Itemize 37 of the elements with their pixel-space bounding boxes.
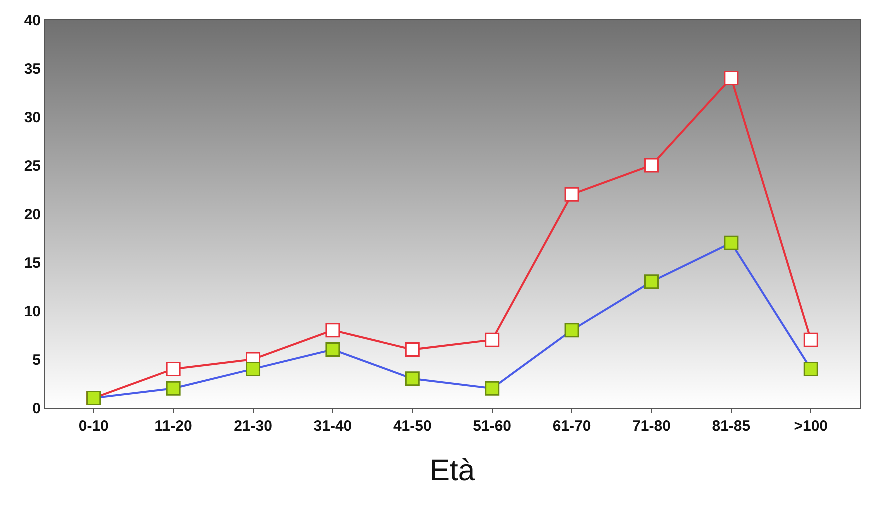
point bbox=[644, 158, 659, 173]
point bbox=[166, 381, 181, 396]
point bbox=[405, 372, 420, 386]
x-tick-label: 51-60 bbox=[473, 418, 512, 435]
y-tick-label: 35 bbox=[24, 60, 41, 78]
x-tick-label: 81-85 bbox=[712, 418, 751, 435]
point bbox=[724, 236, 739, 250]
y-tick-label: 10 bbox=[24, 303, 41, 320]
y-tick-label: 15 bbox=[24, 254, 41, 272]
point bbox=[564, 323, 580, 338]
y-tick-label: 0 bbox=[32, 400, 41, 418]
point bbox=[485, 332, 500, 348]
y-tick-label: 40 bbox=[24, 12, 41, 30]
point bbox=[326, 342, 340, 358]
x-tick-label: 61-70 bbox=[552, 418, 592, 435]
x-tick-label: 21-30 bbox=[234, 418, 272, 435]
point bbox=[246, 362, 261, 376]
point bbox=[485, 381, 500, 396]
point bbox=[166, 362, 181, 376]
x-tick-label: >100 bbox=[794, 418, 828, 435]
x-tick-label: 41-50 bbox=[393, 418, 432, 435]
x-tick-label: 71-80 bbox=[632, 418, 671, 435]
x-tick-label: 11-20 bbox=[154, 418, 192, 435]
point bbox=[405, 342, 420, 358]
y-tick-label: 25 bbox=[24, 158, 41, 175]
point bbox=[564, 187, 580, 202]
y-tick-label: 5 bbox=[32, 352, 41, 369]
point bbox=[804, 332, 818, 348]
x-tick-label: 0-10 bbox=[78, 418, 109, 435]
point bbox=[326, 323, 340, 338]
y-tick-label: 30 bbox=[24, 109, 41, 126]
y-tick-label: 20 bbox=[24, 206, 41, 224]
x-axis-title: Età bbox=[430, 454, 476, 488]
point bbox=[804, 362, 818, 376]
point bbox=[644, 274, 659, 290]
point bbox=[724, 70, 739, 86]
x-tick-label: 31-40 bbox=[314, 418, 352, 435]
